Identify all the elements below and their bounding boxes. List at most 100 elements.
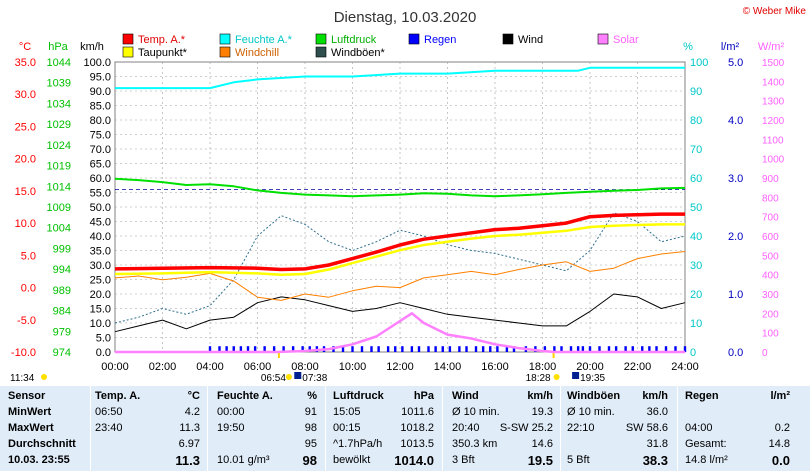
pressure-axis-tick: 974 (53, 347, 71, 359)
temp-axis-tick: 25.0 (15, 121, 36, 133)
rain-bar (301, 346, 304, 352)
table-cell: 36.0 (646, 406, 668, 418)
legend-swatch-pressure (315, 33, 327, 45)
rain-axis-tick: 1.0 (728, 289, 743, 301)
legend-label-wind: Wind (518, 34, 543, 46)
humidity-axis-tick: 70 (690, 144, 702, 156)
rain-bar (394, 346, 397, 352)
x-axis-tick: 22:00 (624, 361, 652, 373)
rain-bar (239, 346, 243, 352)
sunrise-time: 07:38 (302, 373, 327, 384)
rain-bar (351, 346, 354, 352)
rain-bar (386, 346, 390, 352)
table-cell: 6.97 (178, 438, 200, 450)
table-cell: 00:00 (217, 406, 245, 418)
table-divider (207, 386, 208, 471)
pressure-axis-tick: 1024 (47, 140, 71, 152)
legend-swatch-windchill (219, 46, 231, 58)
table-cell: 19.3 (531, 406, 553, 418)
table-cell: 91 (304, 406, 317, 418)
series-line-solar (115, 312, 685, 354)
legend-label-windchill: Windchill (235, 47, 279, 59)
solar-axis-tick: 100 (762, 329, 779, 340)
rain-series (208, 346, 687, 352)
solar-axis-tick: 500 (762, 251, 779, 262)
temp-axis-tick: 30.0 (15, 89, 36, 101)
table-cell: 95 (304, 438, 317, 450)
statistics-table: Sensor Temp. A. °C Feuchte A.% Luftdruck hPa W… (0, 386, 810, 471)
wind-axis-tick: 80.0 (90, 115, 111, 127)
table-cell: 00:15 (333, 422, 361, 434)
table-cell: 20:40 (452, 422, 480, 434)
table-divider (560, 386, 561, 471)
table-cell: 11.3 (179, 422, 200, 434)
wind-axis-tick: 50.0 (90, 202, 111, 214)
rain-bar (465, 346, 468, 352)
rain-bar (360, 346, 364, 352)
rain-bar (401, 346, 404, 352)
table-cell: 06:50 (95, 406, 123, 418)
temp-axis-tick: -10.0 (11, 347, 36, 359)
series-line-taupunkt (114, 223, 685, 276)
table-cell: 1014.0 (394, 453, 434, 468)
wind-axis-tick: 55.0 (90, 188, 111, 200)
solar-axis-tick: 800 (762, 193, 779, 204)
table-header-cell: Windböen (567, 390, 621, 402)
table-cell: Gesamt: (685, 438, 727, 450)
solar-axis-unit: W/m² (758, 41, 785, 53)
moon-icon (41, 374, 47, 380)
humidity-axis-tick: 0 (690, 347, 696, 359)
solar-axis-tick: 400 (762, 271, 779, 282)
legend-label-temp: Temp. A.* (138, 34, 186, 46)
solar-axis-tick: 300 (762, 290, 779, 301)
table-header-cell: Temp. A. (95, 390, 141, 402)
table-cell: Ø 10 min. (567, 406, 615, 418)
table-divider (677, 386, 678, 471)
axis-labels: 35.0 30.0 25.0 20.0 15.0 10.0 5.0 0.0 -5.0 -10.0 1… (10, 41, 785, 384)
table-header-cell: Luftdruck (333, 390, 384, 402)
rain-bar (576, 346, 580, 352)
table-header-cell: Regen (685, 390, 719, 402)
sunset-icon (572, 372, 580, 379)
solar-axis-tick: 1200 (762, 116, 785, 127)
legend-label-hum: Feuchte A.* (235, 34, 293, 46)
wind-axis-tick: 20.0 (90, 289, 111, 301)
chart-title: Dienstag, 10.03.2020 (334, 9, 477, 26)
rain-bar (225, 346, 228, 352)
wind-axis-tick: 90.0 (90, 86, 111, 98)
rain-bar (664, 346, 668, 352)
credit-label: © Weber Mike (743, 6, 807, 17)
table-cell: 0.0 (771, 453, 790, 468)
rain-bar (291, 346, 295, 352)
wind-axis-tick: 85.0 (90, 101, 111, 113)
wind-axis-tick: 65.0 (90, 159, 111, 171)
sunset-time: 18:28 (526, 373, 551, 384)
table-cell: Ø 10 min. (452, 406, 500, 418)
temp-axis-tick: 35.0 (15, 57, 36, 69)
solar-axis-tick: 1000 (762, 155, 785, 166)
rain-axis-tick: 4.0 (728, 115, 743, 127)
wind-axis-tick: 10.0 (90, 318, 111, 330)
series-line-feuchte-a (115, 66, 685, 90)
legend-swatch-temp (122, 33, 134, 45)
x-axis-tick: 10:00 (339, 361, 367, 373)
table-cell: ^1.7hPa/h (333, 438, 383, 450)
rain-bar (474, 346, 478, 352)
table-cell (567, 436, 627, 453)
legend-swatch-solar (597, 33, 609, 45)
table-cell: 1011.6 (401, 406, 434, 418)
table-header-cell: °C (187, 390, 200, 402)
moon-time: 11:34 (10, 373, 35, 384)
table-cell (685, 404, 745, 421)
rain-bar (458, 346, 461, 352)
x-axis-tick: 16:00 (481, 361, 509, 373)
rain-axis-tick: 5.0 (728, 57, 743, 69)
table-cell: 0.2 (774, 422, 790, 434)
table-header-cell: km/h (527, 390, 553, 402)
civil-sunset-time: 19:35 (580, 373, 605, 384)
rain-bar (370, 346, 373, 352)
weather-chart: Dienstag, 10.03.2020 © Weber Mike Temp. … (10, 6, 807, 384)
table-cell (95, 452, 135, 469)
rain-axis-tick: 2.0 (728, 231, 743, 243)
wind-axis-tick: 30.0 (90, 260, 111, 272)
